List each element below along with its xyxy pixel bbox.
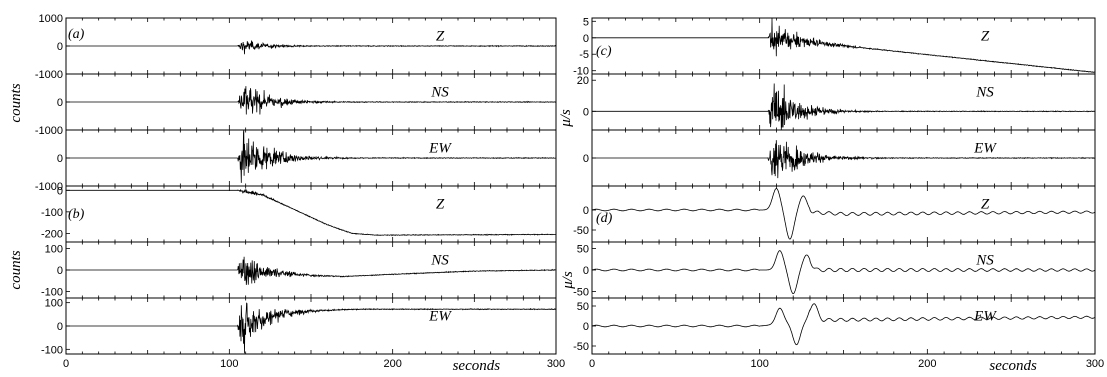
waveform-ns — [592, 83, 1096, 130]
x-tick-label: 0 — [63, 358, 69, 370]
waveform-ns — [66, 256, 557, 285]
waveform-ew — [66, 302, 557, 354]
y-tick-label: 100 — [45, 243, 63, 255]
y-tick-label: 0 — [57, 153, 63, 165]
y-tick-label: -50 — [573, 287, 589, 299]
panel-b: 0 -100 -200 Z 100 0 -100 NS 100 0 -100 EW — [41, 185, 557, 356]
trace-frame — [65, 185, 557, 243]
x-tick-label: 300 — [547, 358, 565, 370]
x-tick-label: 300 — [1086, 358, 1104, 370]
waveform-ew — [66, 130, 557, 183]
panel-d: 0 -50 Z 50 0 -50 NS 50 0 -50 EW — [573, 185, 1096, 355]
y-tick-label: -50 — [573, 225, 589, 237]
y-tick-label: 0 — [57, 185, 63, 197]
waveform-z — [592, 18, 1096, 73]
x-axis-title: seconds — [989, 358, 1037, 374]
panels-layer: 10000-1000Z0-1000NS0-1000EW0-100-200Z100… — [35, 13, 1096, 356]
y-tick-label: 0 — [583, 321, 589, 333]
y-tick-label: -200 — [41, 228, 63, 240]
component-label: NS — [430, 252, 449, 268]
component-label: NS — [975, 252, 994, 268]
y-tick-label: 0 — [57, 41, 63, 53]
y-axis-title: μ/s — [558, 109, 574, 128]
component-label: EW — [428, 140, 452, 156]
y-tick-label: 0 — [583, 205, 589, 217]
waveform-ew — [592, 140, 1096, 179]
trace-ns-1: 100 0 -100 NS — [41, 241, 557, 299]
component-label: EW — [973, 308, 997, 324]
y-tick-label: 50 — [577, 301, 589, 313]
x-tick-label: 200 — [918, 358, 936, 370]
y-tick-label: 0 — [57, 97, 63, 109]
waveform-ns — [591, 250, 1096, 295]
trace-ns-2: 20 0 NS — [577, 73, 1096, 131]
x-tick-label: 100 — [220, 358, 238, 370]
waveform-ns — [66, 86, 557, 115]
component-label: EW — [973, 140, 997, 156]
trace-ns-3: 50 0 -50 NS — [573, 241, 1096, 299]
trace-ew-3: 50 0 -50 EW — [573, 297, 1096, 355]
y-tick-label: 0 — [583, 153, 589, 165]
waveform-ew — [591, 303, 1096, 346]
component-label: NS — [430, 84, 449, 100]
y-tick-label: -100 — [41, 344, 63, 356]
x-tick-label: 200 — [383, 358, 401, 370]
y-tick-label: 50 — [577, 243, 589, 255]
y-tick-label: -1000 — [35, 125, 63, 137]
component-label: Z — [436, 196, 445, 212]
panel-tag: (a) — [68, 27, 85, 42]
y-axis-title: counts — [8, 250, 24, 289]
panel-a: 1000 0 -1000 Z 0 -1000 NS 0 -1000 EW — [35, 13, 557, 193]
trace-z-2: 5 0 -5 -10 Z — [573, 16, 1096, 78]
component-label: NS — [975, 84, 994, 100]
trace-z-3: 0 -50 Z — [573, 185, 1096, 243]
component-label: Z — [981, 196, 990, 212]
trace-z-1: 0 -100 -200 Z — [41, 185, 557, 243]
y-axis-title: counts — [8, 83, 24, 122]
y-tick-label: 0 — [583, 265, 589, 277]
panel-tag: (d) — [596, 211, 613, 226]
y-tick-label: -5 — [579, 49, 589, 61]
trace-frame — [591, 73, 1096, 131]
panel-tag: (b) — [68, 207, 85, 222]
y-tick-label: 20 — [577, 75, 589, 87]
waveform-z — [66, 188, 557, 237]
trace-z-0: 1000 0 -1000 Z — [35, 13, 557, 81]
x-tick-label: 100 — [750, 358, 768, 370]
y-tick-label: 0 — [583, 33, 589, 45]
y-tick-label: -100 — [41, 207, 63, 219]
y-tick-label: 1000 — [39, 13, 63, 25]
component-label: EW — [428, 308, 452, 324]
y-tick-label: 100 — [45, 298, 63, 310]
y-tick-label: -1000 — [35, 181, 63, 193]
y-tick-label: 5 — [583, 16, 589, 28]
waveform-z — [591, 188, 1096, 240]
x-tick-label: 0 — [589, 358, 595, 370]
trace-ns-0: 0 -1000 NS — [35, 73, 557, 137]
trace-ew-0: 0 -1000 EW — [35, 129, 557, 193]
y-tick-label: -1000 — [35, 69, 63, 81]
trace-frame — [591, 297, 1096, 355]
waveform-z — [66, 40, 557, 55]
panel-c: 5 0 -5 -10 Z 20 0 NS 0 EW — [573, 16, 1096, 187]
y-tick-label: 0 — [583, 106, 589, 118]
component-label: Z — [981, 28, 990, 44]
trace-ew-1: 100 0 -100 EW — [41, 297, 557, 356]
panel-tag: (c) — [596, 44, 612, 59]
y-tick-label: 0 — [57, 321, 63, 333]
y-tick-label: -50 — [573, 341, 589, 353]
y-tick-label: 0 — [57, 265, 63, 277]
component-label: Z — [436, 28, 445, 44]
y-tick-label: -100 — [41, 287, 63, 299]
x-axis-title: seconds — [453, 358, 501, 374]
trace-ew-2: 0 EW — [583, 129, 1096, 187]
y-tick-label: -10 — [573, 66, 589, 78]
y-axis-title: μ/s — [560, 271, 576, 290]
